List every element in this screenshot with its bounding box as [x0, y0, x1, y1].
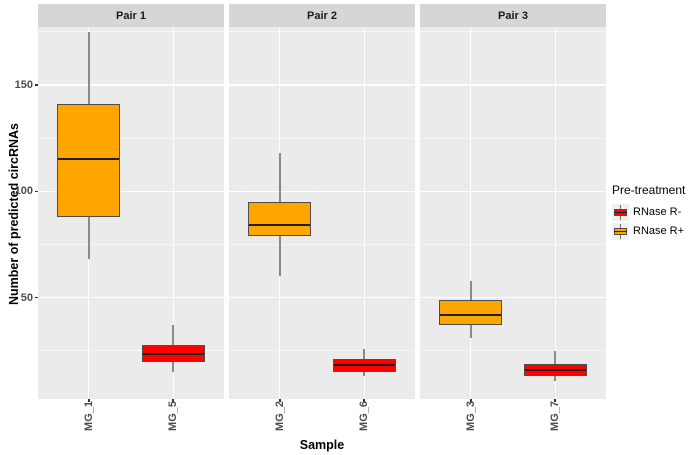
y-tick-label: 150 [14, 78, 33, 91]
x-tick-mark [172, 399, 174, 402]
legend-key-median [614, 230, 627, 233]
plot-panel [420, 27, 606, 399]
boxplot-box [332, 359, 396, 373]
facet-strip-label: Pair 3 [498, 9, 528, 22]
gridline-minor [229, 31, 415, 33]
gridline-minor [38, 137, 224, 139]
gridline-major [229, 190, 415, 192]
boxplot-median [440, 313, 502, 316]
legend: Pre-treatment RNase R- RNase R+ [612, 183, 700, 241]
boxplot-median [58, 158, 120, 161]
legend-key-boxplot-icon [612, 203, 629, 221]
boxplot-box [141, 344, 205, 362]
gridline-major [420, 190, 606, 192]
facet-strip: Pair 1 [38, 4, 224, 27]
plot-panel [229, 27, 415, 399]
x-tick-label: MG_7 [549, 401, 562, 431]
facet-strip: Pair 3 [420, 4, 606, 27]
y-tick-label: 100 [14, 185, 33, 198]
gridline-major [38, 190, 224, 192]
x-tick-label: MG_5 [167, 401, 180, 431]
boxplot-box [57, 104, 121, 217]
x-tick-mark [554, 399, 556, 402]
boxplot-box [248, 201, 312, 236]
plot-panel [38, 27, 224, 399]
gridline-minor [420, 137, 606, 139]
gridline-minor [420, 350, 606, 352]
gridline-vertical [363, 27, 365, 399]
facet-strip-label: Pair 1 [116, 9, 146, 22]
x-tick-mark [88, 399, 90, 402]
gridline-vertical [470, 27, 472, 399]
gridline-minor [229, 243, 415, 245]
boxplot-median [524, 369, 586, 372]
gridline-minor [38, 31, 224, 33]
legend-label: RNase R- [633, 206, 682, 218]
gridline-minor [38, 350, 224, 352]
x-tick-mark [470, 399, 472, 402]
gridline-major [38, 84, 224, 86]
y-tick-label: 50 [20, 291, 33, 304]
legend-label: RNase R+ [633, 225, 685, 237]
gridline-minor [420, 31, 606, 33]
gridline-minor [420, 243, 606, 245]
gridline-major [420, 297, 606, 299]
x-tick-mark [279, 399, 281, 402]
gridline-vertical [554, 27, 556, 399]
gridline-minor [38, 243, 224, 245]
boxplot-median [142, 353, 204, 356]
x-tick-label: MG_2 [273, 401, 286, 431]
facet-strip: Pair 2 [229, 4, 415, 27]
x-tick-label: MG_1 [82, 401, 95, 431]
x-axis-title: Sample [299, 438, 345, 452]
gridline-major [229, 297, 415, 299]
boxplot-box [439, 299, 503, 326]
x-tick-label: MG_3 [464, 401, 477, 431]
boxplot-median [333, 363, 395, 366]
gridline-major [420, 84, 606, 86]
legend-key-median [614, 211, 627, 214]
y-tick-mark [34, 84, 38, 86]
legend-entry: RNase R+ [612, 222, 700, 240]
boxplot-median [249, 224, 311, 227]
gridline-vertical [172, 27, 174, 399]
legend-title: Pre-treatment [612, 183, 686, 197]
facet-strip-label: Pair 2 [307, 9, 337, 22]
y-axis-title: Number of predicted circRNAs [7, 123, 21, 305]
legend-entry: RNase R- [612, 203, 700, 221]
gridline-minor [229, 137, 415, 139]
y-tick-mark [34, 190, 38, 193]
x-tick-mark [363, 399, 365, 402]
gridline-major [229, 84, 415, 86]
y-tick-mark [34, 296, 38, 299]
x-tick-label: MG_6 [358, 401, 371, 431]
gridline-major [38, 297, 224, 299]
legend-key-boxplot-icon [612, 222, 629, 240]
gridline-minor [229, 350, 415, 352]
